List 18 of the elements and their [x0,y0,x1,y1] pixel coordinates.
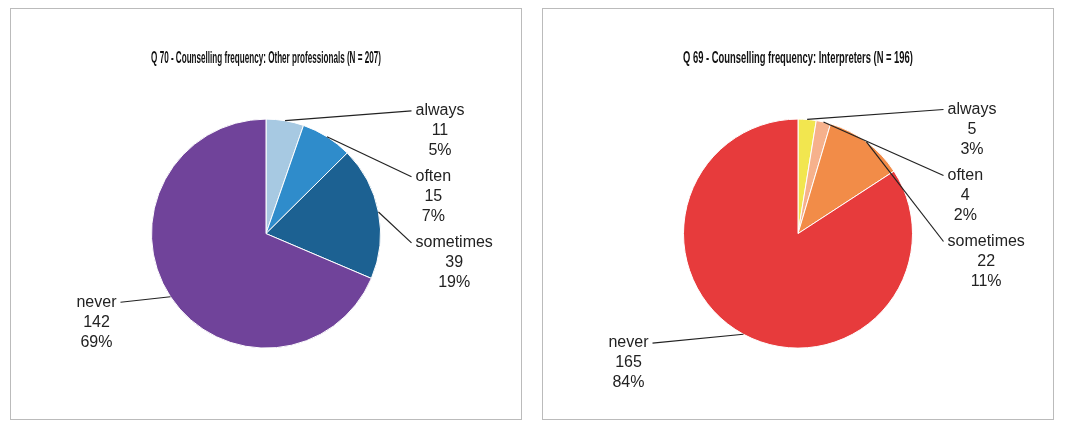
slice-label: often [415,167,452,185]
slice-label: always [415,101,465,119]
chart-title: Q 70 - Counselling frequency: Other professionals (N = 207) [151,49,381,67]
data-label: 39 19% [438,253,471,291]
data-label: 142 69% [80,312,113,350]
slice-label: sometimes [415,233,493,251]
slice-label: often [947,165,984,183]
data-label: 165 84% [612,353,645,391]
data-label: 11 5% [428,121,452,159]
slice-label: always [947,99,997,117]
data-label: 4 2% [953,185,977,223]
data-label: 22 11% [970,251,1002,289]
data-label: 15 7% [421,187,445,225]
chart-title: Q 69 - Counselling frequency: Interpreters (N = 196) [683,48,913,67]
slice-label: sometimes [947,231,1025,249]
slice-label: never [608,333,650,351]
data-label: 5 3% [960,119,984,157]
slice-label: never [76,292,118,310]
